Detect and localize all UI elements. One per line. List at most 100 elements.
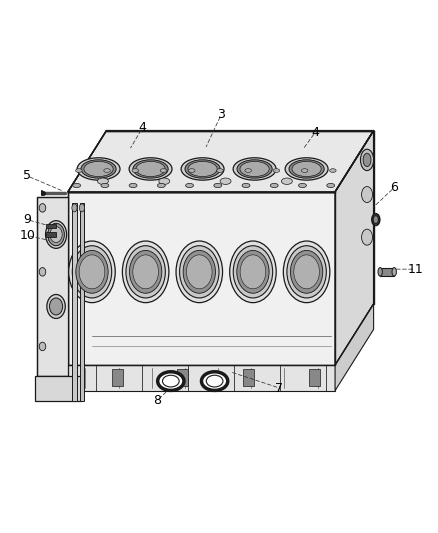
Text: 11: 11: [407, 263, 423, 276]
Text: 10: 10: [19, 229, 35, 242]
Ellipse shape: [281, 178, 293, 184]
Ellipse shape: [287, 246, 326, 298]
Ellipse shape: [378, 268, 382, 276]
Ellipse shape: [77, 158, 120, 180]
Text: 4: 4: [311, 126, 319, 139]
Ellipse shape: [285, 158, 328, 180]
Ellipse shape: [283, 241, 330, 303]
Ellipse shape: [294, 255, 319, 289]
Polygon shape: [80, 203, 84, 401]
Ellipse shape: [214, 183, 222, 188]
Ellipse shape: [233, 158, 276, 180]
Ellipse shape: [104, 168, 110, 173]
Ellipse shape: [361, 187, 372, 203]
Polygon shape: [68, 131, 374, 192]
Ellipse shape: [39, 342, 46, 351]
Ellipse shape: [188, 168, 195, 173]
Ellipse shape: [97, 178, 108, 184]
Ellipse shape: [373, 215, 378, 224]
Ellipse shape: [183, 251, 215, 293]
Ellipse shape: [69, 241, 115, 303]
Text: 5: 5: [23, 169, 31, 182]
Polygon shape: [35, 376, 81, 401]
Ellipse shape: [48, 223, 64, 246]
Ellipse shape: [162, 375, 179, 387]
Ellipse shape: [158, 372, 184, 390]
Ellipse shape: [201, 372, 228, 390]
Ellipse shape: [126, 246, 166, 298]
Ellipse shape: [327, 183, 335, 188]
Polygon shape: [380, 268, 394, 276]
Ellipse shape: [242, 183, 250, 188]
Ellipse shape: [392, 268, 396, 276]
Ellipse shape: [217, 168, 223, 173]
Ellipse shape: [329, 168, 336, 173]
Ellipse shape: [185, 160, 220, 178]
Polygon shape: [68, 192, 335, 365]
Ellipse shape: [363, 154, 371, 167]
Ellipse shape: [372, 214, 380, 225]
Ellipse shape: [79, 204, 85, 212]
Polygon shape: [46, 232, 56, 237]
Ellipse shape: [201, 372, 228, 390]
Ellipse shape: [49, 298, 63, 315]
Polygon shape: [177, 369, 188, 386]
Ellipse shape: [132, 168, 138, 173]
Ellipse shape: [129, 158, 172, 180]
Ellipse shape: [290, 251, 323, 293]
Ellipse shape: [159, 178, 170, 184]
Polygon shape: [335, 304, 374, 391]
Ellipse shape: [186, 183, 194, 188]
Ellipse shape: [160, 168, 167, 173]
Ellipse shape: [73, 183, 81, 188]
Polygon shape: [112, 369, 123, 386]
Ellipse shape: [136, 161, 165, 176]
Ellipse shape: [157, 183, 165, 188]
Ellipse shape: [133, 160, 168, 178]
Ellipse shape: [84, 161, 113, 176]
Ellipse shape: [289, 160, 324, 178]
Ellipse shape: [245, 168, 251, 173]
Text: 3: 3: [217, 108, 225, 121]
Polygon shape: [243, 369, 254, 386]
Ellipse shape: [361, 229, 372, 245]
Polygon shape: [37, 197, 68, 376]
Ellipse shape: [301, 168, 308, 173]
Ellipse shape: [220, 178, 231, 184]
Ellipse shape: [233, 246, 272, 298]
Ellipse shape: [39, 268, 46, 276]
Ellipse shape: [133, 255, 159, 289]
Ellipse shape: [39, 204, 46, 212]
Ellipse shape: [176, 241, 223, 303]
Ellipse shape: [47, 294, 65, 318]
Text: 6: 6: [390, 181, 398, 194]
Ellipse shape: [76, 251, 108, 293]
Ellipse shape: [299, 183, 307, 188]
Ellipse shape: [240, 255, 266, 289]
Polygon shape: [68, 365, 335, 391]
Ellipse shape: [76, 168, 82, 173]
Polygon shape: [335, 131, 374, 365]
Polygon shape: [46, 224, 56, 228]
Ellipse shape: [237, 251, 269, 293]
Ellipse shape: [187, 255, 212, 289]
Polygon shape: [309, 369, 320, 386]
Text: 8: 8: [153, 394, 161, 407]
Ellipse shape: [237, 160, 272, 178]
Ellipse shape: [230, 241, 276, 303]
Text: 4: 4: [138, 122, 146, 134]
Ellipse shape: [240, 161, 269, 176]
Text: 7: 7: [276, 382, 283, 394]
Ellipse shape: [130, 251, 162, 293]
Ellipse shape: [122, 241, 169, 303]
Ellipse shape: [72, 204, 77, 212]
Ellipse shape: [188, 161, 217, 176]
Ellipse shape: [81, 160, 116, 178]
Ellipse shape: [46, 221, 67, 248]
Ellipse shape: [101, 183, 109, 188]
Ellipse shape: [292, 161, 321, 176]
Ellipse shape: [206, 375, 223, 387]
Ellipse shape: [158, 372, 184, 390]
Polygon shape: [72, 203, 77, 401]
Ellipse shape: [180, 246, 219, 298]
